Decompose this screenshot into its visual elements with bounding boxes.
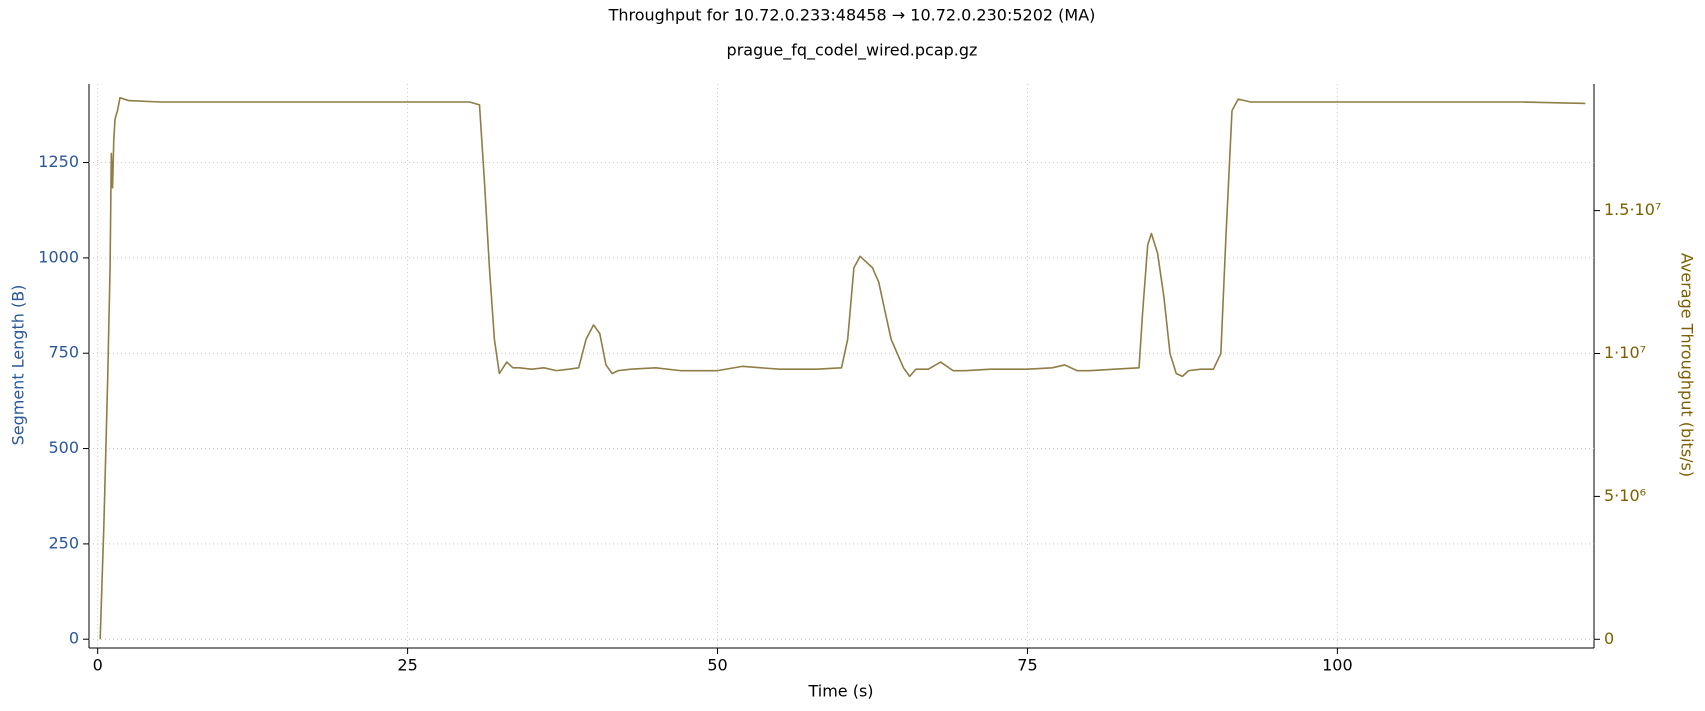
x-tick-label: 75 (1017, 656, 1037, 675)
y-tick-label: 1250 (38, 152, 79, 171)
y-tick-label: 1000 (38, 247, 79, 266)
y2-tick-label: 0 (1604, 629, 1614, 648)
throughput-line (99, 96, 1586, 640)
x-tick-label: 50 (707, 656, 727, 675)
y2-tick-label: 1·10⁷ (1604, 343, 1646, 362)
y2-tick-label: 1.5·10⁷ (1604, 200, 1661, 219)
chart-subtitle: prague_fq_codel_wired.pcap.gz (727, 41, 978, 61)
y2-axis-label: Average Throughput (bits/s) (1678, 253, 1697, 477)
x-tick-label: 25 (397, 656, 417, 675)
x-axis-label: Time (s) (807, 682, 873, 701)
y-tick-label: 500 (48, 438, 79, 457)
y-axis-label: Segment Length (B) (9, 285, 28, 446)
y-tick-label: 250 (48, 533, 79, 552)
y2-tick-label: 5·10⁶ (1604, 486, 1646, 505)
chart-title: Throughput for 10.72.0.233:48458 → 10.72… (608, 6, 1096, 25)
y-tick-label: 0 (69, 629, 79, 648)
y-tick-label: 750 (48, 343, 79, 362)
x-tick-label: 0 (93, 656, 103, 675)
x-tick-label: 100 (1322, 656, 1353, 675)
